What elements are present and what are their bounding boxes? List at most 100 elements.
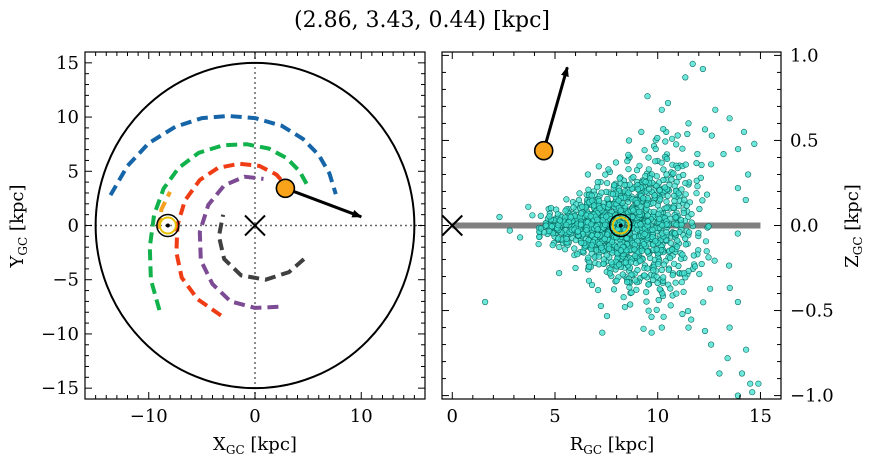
star-scatter-cloud <box>482 60 762 399</box>
star-point <box>660 261 668 268</box>
star-point <box>652 145 659 153</box>
star-point <box>645 166 652 173</box>
star-point <box>666 255 674 262</box>
star-point <box>578 239 585 246</box>
star-point <box>648 313 655 321</box>
right-x-tick-label: 5 <box>549 406 560 427</box>
star-point <box>654 261 662 268</box>
star-point <box>596 205 603 212</box>
star-point <box>663 198 670 205</box>
star-point <box>542 222 550 229</box>
right-sun-marker-outer <box>608 213 633 238</box>
star-point <box>556 217 564 224</box>
star-point <box>708 132 715 139</box>
star-point <box>588 192 595 199</box>
star-point <box>627 301 634 308</box>
star-point <box>482 298 489 306</box>
star-point <box>654 279 661 287</box>
star-point <box>619 271 626 278</box>
star-point <box>658 324 665 331</box>
star-point <box>506 227 513 234</box>
right-x-label-sub: GC <box>583 443 602 457</box>
star-point <box>600 260 607 267</box>
star-point <box>660 126 667 133</box>
right-x-label: RGC [kpc] <box>570 434 655 457</box>
star-point <box>608 259 615 266</box>
star-point <box>656 286 663 293</box>
left-y-tick-label: 0 <box>68 216 79 237</box>
star-point <box>626 181 633 188</box>
right-y-tick-label: −1.0 <box>790 386 834 407</box>
star-point <box>654 134 661 142</box>
star-point <box>638 247 646 254</box>
star-point <box>585 186 592 193</box>
star-point <box>680 171 687 179</box>
right-y-tick-label: 0.5 <box>790 130 819 151</box>
right-y-tick-label: 0.0 <box>790 216 819 237</box>
star-point <box>648 329 655 336</box>
galaxy-boundary-circle <box>94 61 416 390</box>
star-point <box>673 141 680 148</box>
left-x-label: XGC [kpc] <box>213 434 297 457</box>
star-point <box>705 223 712 230</box>
star-point <box>705 254 712 261</box>
left-y-label-main: Y <box>7 254 28 268</box>
star-point <box>689 60 696 68</box>
star-point <box>671 230 679 237</box>
star-point <box>588 221 595 228</box>
star-point <box>547 204 555 212</box>
right-x-tick-label: 10 <box>646 406 669 427</box>
star-point <box>622 259 629 266</box>
sun-marker-ring <box>158 216 177 235</box>
star-point <box>678 279 685 286</box>
star-point <box>742 196 749 204</box>
star-point <box>587 213 594 220</box>
star-point <box>694 183 701 190</box>
star-point <box>681 196 688 204</box>
star-point <box>700 299 707 306</box>
star-point <box>597 302 605 310</box>
left-x-label-sub: GC <box>226 443 245 457</box>
star-point <box>643 298 650 305</box>
star-point <box>536 233 543 241</box>
star-point <box>671 197 678 205</box>
star-point <box>645 154 652 161</box>
star-point <box>633 199 641 206</box>
star-point <box>652 238 659 245</box>
star-point <box>590 202 598 209</box>
star-point <box>636 208 643 215</box>
star-point <box>631 252 639 259</box>
star-point <box>658 106 665 113</box>
star-point <box>602 171 609 178</box>
star-point <box>610 182 618 189</box>
right-y-label-main: Z <box>842 255 863 268</box>
star-point <box>673 290 680 297</box>
star-point <box>706 285 714 292</box>
star-point <box>660 166 667 173</box>
star-point <box>653 246 660 253</box>
star-point <box>549 242 556 249</box>
left-x-label-main: X <box>213 434 226 455</box>
star-point <box>751 140 758 147</box>
star-point <box>734 230 741 237</box>
star-point <box>651 158 659 165</box>
star-point <box>734 298 742 306</box>
star-point <box>594 226 601 233</box>
star-point <box>662 138 669 145</box>
right-y-label: ZGC [kpc] <box>842 184 865 268</box>
star-point <box>577 221 585 228</box>
star-point <box>529 212 536 219</box>
right-sun-marker-dot <box>618 223 623 228</box>
star-point <box>726 115 733 122</box>
star-point <box>610 286 618 293</box>
star-point <box>725 262 733 269</box>
spiral-arm-grey <box>216 214 306 282</box>
star-point <box>642 178 649 186</box>
star-point <box>585 254 592 261</box>
right-y-label-sub: GC <box>851 236 865 255</box>
star-point <box>688 211 695 218</box>
star-point <box>585 277 593 284</box>
star-point <box>588 242 595 249</box>
star-point <box>641 272 648 279</box>
